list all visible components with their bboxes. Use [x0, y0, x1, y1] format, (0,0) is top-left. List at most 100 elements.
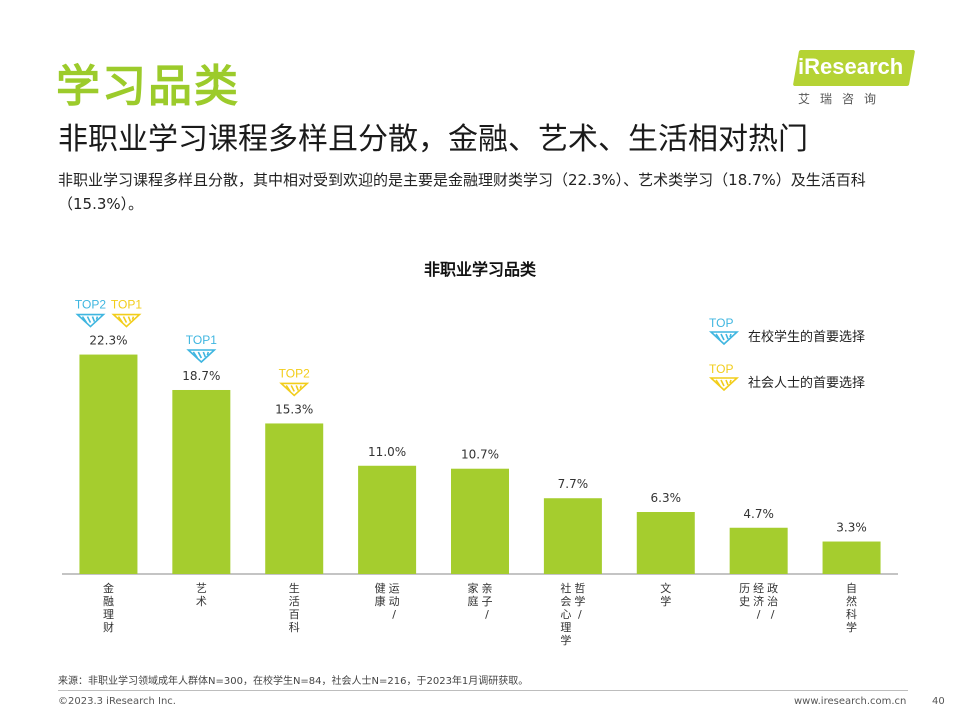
category-label-char: 健: [375, 582, 386, 595]
category-label-char: 社: [560, 581, 571, 595]
top-badge-blue-icon: TOP: [708, 316, 740, 346]
top-badge-label: TOP2: [279, 366, 310, 380]
category-label-char: 自: [846, 582, 857, 595]
category-label-char: 术: [196, 595, 207, 608]
category-label-char: 哲: [574, 582, 585, 595]
category-label-char: 学: [574, 594, 585, 608]
top-badge-chevron: [75, 313, 106, 328]
top-badge: TOP2: [75, 298, 106, 328]
bar: [543, 498, 602, 574]
legend-badge-text: TOP: [709, 316, 733, 330]
data-label: 10.7%: [461, 448, 499, 462]
category-label-char: 经: [753, 582, 764, 595]
category-label-char: /: [771, 608, 775, 621]
page-number: 40: [932, 696, 945, 707]
top-badge-chevron: [111, 313, 142, 328]
bar: [451, 468, 509, 574]
category-label: 艺术: [196, 582, 207, 608]
section-title: 学习品类: [56, 61, 240, 112]
data-label: 3.3%: [836, 521, 867, 535]
logo-text: iResearch: [798, 54, 904, 79]
category-label-char: 学: [846, 620, 857, 634]
bar: [265, 423, 324, 574]
category-label-char: 生: [289, 581, 300, 595]
data-label: 6.3%: [651, 491, 682, 505]
top-badge-stripes: [81, 316, 99, 324]
top-badge-label: TOP1: [111, 298, 142, 312]
category-label-char: 然: [846, 594, 857, 608]
data-label: 18.7%: [182, 369, 220, 383]
category-label: 运动/ 健康: [375, 582, 400, 621]
bar: [172, 389, 231, 574]
top-badge-yellow-icon: TOP: [708, 362, 740, 392]
chart-title: 非职业学习品类: [423, 260, 536, 279]
bar: [358, 465, 417, 574]
category-label-char: 康: [375, 594, 386, 608]
copyright: ©2023.3 iResearch Inc.: [58, 696, 176, 707]
data-label: 22.3%: [89, 334, 127, 348]
top-badge-stripes: [117, 316, 135, 324]
category-label-char: /: [485, 608, 489, 621]
category-label-char: 治: [767, 594, 778, 608]
category-label-char: 金: [103, 581, 114, 595]
category-label-char: 政: [767, 581, 778, 595]
top-badge-chevron: [279, 382, 310, 397]
category-label: 文学: [660, 581, 671, 608]
top-badge-stripes: [285, 385, 302, 392]
category-label-char: 理: [560, 621, 571, 634]
category-label-char: 学: [560, 633, 571, 647]
source-note: 来源：非职业学习领域成年人群体N=300，在校学生N=84，社会人士N=216，…: [58, 676, 529, 687]
top-badge: TOP1: [186, 333, 217, 364]
logo-subtitle: 艾瑞咨询: [798, 92, 887, 106]
category-label-char: /: [392, 608, 396, 621]
top-badge-stripes: [192, 351, 210, 359]
category-label-char: 文: [660, 581, 671, 595]
bar: [729, 527, 788, 574]
category-label: 亲子/ 家庭: [468, 581, 493, 621]
top-badge-label: TOP2: [75, 298, 106, 312]
legend-label-student: 在校学生的首要选择: [748, 330, 866, 345]
category-label: 金融理财: [103, 581, 114, 634]
category-label-char: 学: [660, 594, 671, 608]
category-label-char: 百: [289, 608, 300, 621]
top-badge-label: TOP1: [186, 333, 217, 347]
category-label-char: /: [578, 608, 582, 621]
category-label-char: 融: [103, 595, 114, 608]
website-link[interactable]: www.iresearch.com.cn: [794, 696, 907, 707]
summary-text: 非职业学习课程多样且分散，其中相对受到欢迎的是主要是金融理财类学习（22.3%）…: [58, 171, 866, 213]
category-label-char: 活: [289, 595, 300, 608]
category-label: 生活百科: [289, 581, 300, 634]
legend-label-social: 社会人士的首要选择: [748, 376, 866, 391]
data-label: 11.0%: [368, 445, 406, 459]
category-label-char: 亲: [482, 581, 493, 595]
category-label-char: 科: [846, 607, 857, 621]
category-label-char: 历: [739, 582, 750, 595]
category-label-char: 史: [739, 595, 750, 608]
data-label: 15.3%: [275, 402, 313, 416]
category-label-char: 济: [753, 594, 764, 608]
data-label: 7.7%: [558, 477, 589, 491]
category-label-char: 会: [560, 595, 571, 608]
category-label-char: 心: [560, 608, 571, 621]
bar: [822, 541, 881, 574]
category-label-char: 艺: [196, 582, 207, 595]
category-label-char: 财: [103, 620, 114, 634]
bar-chart: 22.3%金融理财18.7%艺术15.3%生活百科11.0%运动/健康10.7%…: [62, 298, 898, 647]
category-label-char: 庭: [468, 594, 479, 608]
bar: [636, 512, 695, 574]
legend-badge-text: TOP: [709, 362, 733, 376]
category-label-char: 科: [289, 620, 300, 634]
iresearch-logo: iResearch 艾瑞咨询: [792, 48, 916, 108]
top-badge-chevron: [186, 349, 217, 364]
category-label-char: 运: [389, 582, 400, 595]
category-label-char: 家: [468, 581, 479, 595]
category-label: 政治/经济/历史: [739, 581, 778, 621]
category-label-char: 动: [389, 595, 400, 608]
bar: [79, 354, 138, 574]
footer-divider: [58, 690, 908, 691]
top-badge: TOP2: [279, 366, 310, 397]
category-label-char: /: [757, 608, 761, 621]
data-label: 4.7%: [743, 507, 774, 521]
